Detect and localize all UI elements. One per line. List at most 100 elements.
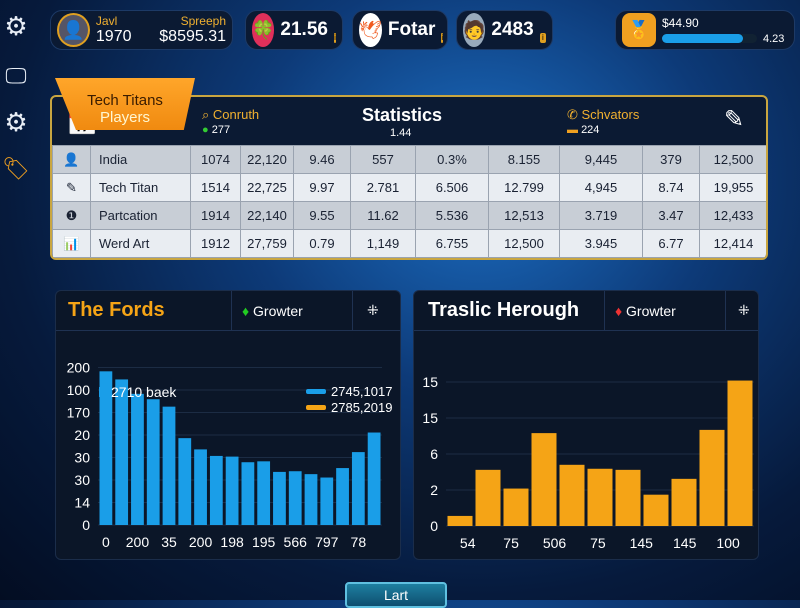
- bar: [257, 461, 271, 525]
- statistics-panel: 📅 ⌕ Conruth ● 277 Statistics 1.44 ✆ Schv…: [50, 95, 768, 260]
- row-name: Tech Titan: [90, 173, 191, 202]
- table-cell: 0.79: [293, 229, 351, 258]
- level-value: 1970: [95, 28, 132, 45]
- table-cell: 12,500: [699, 145, 766, 174]
- profile-card[interactable]: 👤 Javl Spreeph 1970 $8595.31: [50, 10, 233, 50]
- gear-icon[interactable]: ⚙: [4, 107, 28, 137]
- bar: [475, 469, 501, 526]
- col3-header: ✆ Schvators: [567, 107, 640, 122]
- table-row[interactable]: 📊 Werd Art 1912 27,759 0.79 1,149 6.755 12,500 3…: [52, 229, 766, 258]
- start-button[interactable]: Lart: [345, 582, 447, 608]
- x-tick-label: 198: [220, 534, 244, 550]
- info-icon: ❶: [52, 201, 91, 230]
- sidebar: ⚙ 🖵 ⚙ 🏷: [0, 0, 34, 600]
- y-tick-label: 0: [430, 518, 438, 534]
- stat-pill-3[interactable]: 🧑 2483 i: [456, 10, 553, 50]
- avatar: 🧑: [463, 13, 486, 47]
- table-cell: 4,945: [559, 173, 643, 202]
- bar: [99, 371, 113, 525]
- x-tick-label: 0: [102, 534, 110, 550]
- y-tick-label: 100: [67, 382, 91, 398]
- table-cell: 27,759: [240, 229, 294, 258]
- x-tick-label: 75: [503, 535, 519, 551]
- chart-icon: 📊: [52, 229, 91, 258]
- table-cell: 12,500: [488, 229, 560, 258]
- chart-panel-right: Traslic Herough ♦ Growter ⁜ 0 2 6 15 15 54 75 5…: [413, 290, 759, 560]
- tag-icon[interactable]: 🏷: [2, 156, 30, 181]
- table-cell: 2.781: [350, 173, 416, 202]
- y-tick-label: 200: [67, 360, 91, 376]
- bar: [115, 379, 129, 525]
- table-cell: 6.755: [415, 229, 489, 258]
- y-tick-label: 30: [74, 472, 90, 488]
- stats-table: 👤 India 1074 22,120 9.46 557 0.3% 8.155 9,445 379…: [52, 145, 766, 258]
- bar: [336, 468, 349, 525]
- table-cell: 22,120: [240, 145, 294, 174]
- table-cell: 5.536: [415, 201, 489, 230]
- pen-icon: ✎: [52, 173, 91, 202]
- info-badge-icon: i: [539, 33, 546, 43]
- bar: [559, 464, 585, 526]
- x-tick-label: 566: [284, 534, 308, 550]
- y-tick-label: 6: [430, 446, 438, 462]
- stat-pill-2[interactable]: 🕊 Fotar i: [352, 10, 448, 50]
- stat2-value: Fotar: [387, 19, 436, 40]
- chart-panel-left: The Fords ♦ Growter ⁜ 0 14 30 30 20 170 100 200…: [55, 290, 401, 560]
- table-cell: 1074: [190, 145, 241, 174]
- stat-pill-1[interactable]: 🍀 21.56 i: [245, 10, 343, 50]
- table-cell: 9.97: [293, 173, 351, 202]
- table-row[interactable]: 👤 India 1074 22,120 9.46 557 0.3% 8.155 9,445 379…: [52, 145, 766, 174]
- bar: [304, 474, 318, 525]
- reward-pill[interactable]: 🏅 $44.90 4.23: [615, 10, 795, 50]
- stat1-value: 21.56: [280, 19, 328, 40]
- table-cell: 12.799: [488, 173, 560, 202]
- table-subtitle: 1.44: [390, 127, 412, 139]
- table-cell: 22,140: [240, 201, 294, 230]
- table-cell: 1912: [190, 229, 241, 258]
- gear-icon[interactable]: ⚙: [4, 11, 28, 41]
- table-row[interactable]: ✎ Tech Titan 1514 22,725 9.97 2.781 6.506 12.79…: [52, 173, 766, 202]
- reward-amount: $44.90: [662, 15, 699, 30]
- bar: [615, 469, 641, 526]
- table-cell: 9.46: [293, 145, 351, 174]
- table-cell: 19,955: [699, 173, 766, 202]
- legend-swatch: [306, 389, 326, 394]
- bar: [671, 478, 697, 526]
- table-cell: 3.47: [642, 201, 700, 230]
- bar: [131, 393, 144, 525]
- edit-icon[interactable]: ✎: [724, 106, 745, 133]
- reward-progress-bar: [662, 34, 757, 43]
- bar: [288, 471, 302, 525]
- bar: [209, 455, 223, 525]
- growth-filter[interactable]: ♦ Growter: [242, 302, 303, 319]
- table-cell: 9,445: [559, 145, 643, 174]
- table-cell: 8.74: [642, 173, 700, 202]
- y-tick-label: 15: [422, 410, 438, 426]
- monitor-icon[interactable]: 🖵: [5, 63, 27, 88]
- x-tick-label: 35: [161, 534, 177, 550]
- x-tick-label: 200: [189, 534, 213, 550]
- bar: [351, 452, 365, 525]
- table-cell: 12,513: [488, 201, 560, 230]
- collapse-icon[interactable]: ⁜: [367, 302, 379, 318]
- bar: [503, 488, 529, 526]
- x-tick-label: 506: [543, 535, 567, 551]
- row-name: Partcation: [90, 201, 191, 230]
- table-cell: 9.55: [293, 201, 351, 230]
- table-cell: 8.155: [488, 145, 560, 174]
- ribbon-title: Tech Titans: [87, 92, 163, 109]
- collapse-icon[interactable]: ⁜: [738, 302, 750, 318]
- bar: [587, 468, 613, 526]
- chart-title: Traslic Herough: [428, 299, 580, 321]
- bar: [146, 399, 160, 525]
- legend-label: 2745,1017: [331, 384, 392, 399]
- table-cell: 12,433: [699, 201, 766, 230]
- growth-filter[interactable]: ♦ Growter: [615, 302, 676, 319]
- table-row[interactable]: ❶ Partcation 1914 22,140 9.55 11.62 5.536 12,51…: [52, 201, 766, 230]
- user-icon: 👤: [52, 145, 91, 174]
- y-tick-label: 2: [430, 482, 438, 498]
- bar: [699, 429, 725, 526]
- bar: [320, 477, 334, 525]
- table-cell: 1,149: [350, 229, 416, 258]
- bar: [225, 456, 239, 525]
